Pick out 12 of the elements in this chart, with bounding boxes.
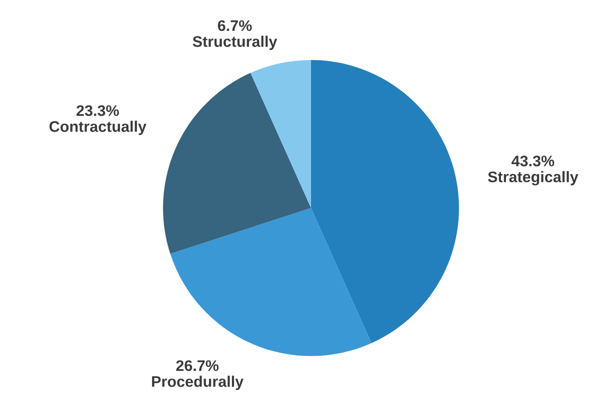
- slice-label: Structurally: [192, 36, 278, 50]
- pie-slice: [250, 60, 311, 208]
- data-label: 23.3%: [76, 105, 119, 116]
- data-label: 26.7%: [176, 360, 219, 372]
- pie-slice: [311, 60, 459, 344]
- pie-slice: [170, 208, 372, 356]
- slice-label: Contractually: [49, 120, 146, 135]
- slice-label: Strategically: [488, 171, 578, 186]
- slice-label: Procedurally: [152, 376, 244, 390]
- data-label: 43.3%: [512, 156, 554, 166]
- pie-slice: [163, 72, 311, 254]
- data-label: 6.7%: [218, 20, 252, 32]
